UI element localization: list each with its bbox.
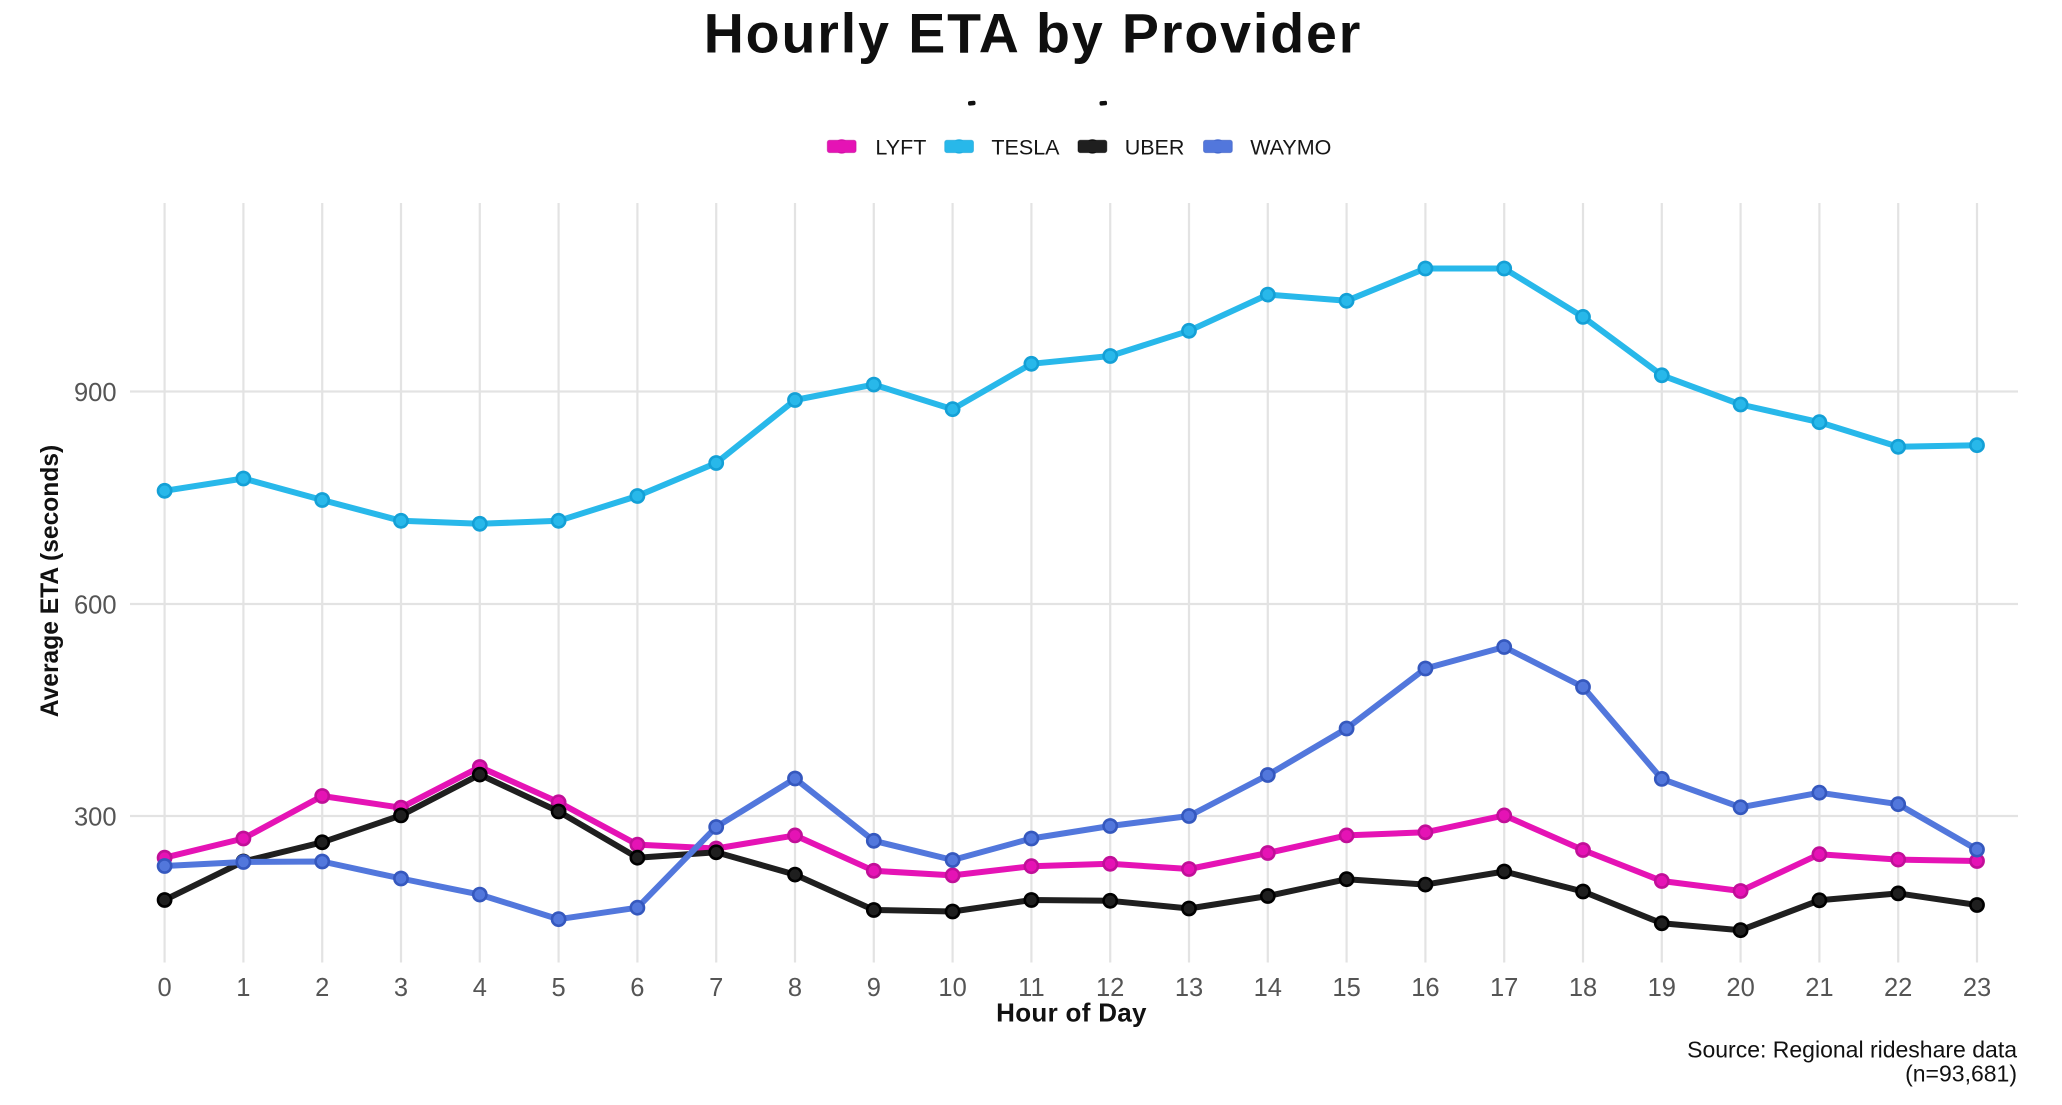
svg-text:6: 6 — [630, 974, 644, 1002]
svg-text:15: 15 — [1332, 974, 1360, 1002]
svg-text:TESLA: TESLA — [991, 135, 1060, 159]
svg-text:600: 600 — [74, 592, 117, 620]
svg-text:Hour of Day: Hour of Day — [996, 998, 1147, 1028]
svg-text:19: 19 — [1648, 974, 1676, 1002]
svg-text:5: 5 — [552, 974, 566, 1002]
svg-text:21: 21 — [1805, 974, 1833, 1002]
svg-text:14: 14 — [1254, 974, 1282, 1002]
svg-text:20: 20 — [1726, 974, 1754, 1002]
svg-text:2: 2 — [315, 974, 329, 1002]
svg-text:900: 900 — [74, 379, 117, 407]
svg-text:4: 4 — [473, 974, 487, 1002]
svg-text:UBER: UBER — [1125, 135, 1185, 159]
svg-text:17: 17 — [1490, 974, 1518, 1002]
svg-text:9: 9 — [867, 974, 881, 1002]
svg-text:300: 300 — [74, 804, 117, 832]
svg-text:Hourly ETA by Provider: Hourly ETA by Provider — [704, 3, 1363, 65]
svg-text:Average ETA (seconds): Average ETA (seconds) — [37, 445, 64, 717]
svg-text:18: 18 — [1569, 974, 1597, 1002]
svg-text:12: 12 — [1096, 974, 1124, 1002]
svg-text:Source: Regional rideshare dat: Source: Regional rideshare data — [1687, 1037, 2017, 1063]
svg-text:7: 7 — [709, 974, 723, 1002]
svg-text:10: 10 — [938, 974, 966, 1002]
svg-text:1: 1 — [236, 974, 250, 1002]
svg-text:16: 16 — [1411, 974, 1439, 1002]
svg-text:13: 13 — [1175, 974, 1203, 1002]
svg-text:3: 3 — [394, 974, 408, 1002]
svg-text:LYFT: LYFT — [875, 135, 926, 159]
svg-text:WAYMO: WAYMO — [1250, 135, 1331, 159]
svg-text:(n=93,681): (n=93,681) — [1905, 1061, 2017, 1087]
svg-text:0: 0 — [158, 974, 172, 1002]
svg-text:8: 8 — [788, 974, 802, 1002]
svg-text:22: 22 — [1884, 974, 1912, 1002]
svg-text:23: 23 — [1963, 974, 1991, 1002]
svg-text:11: 11 — [1018, 974, 1044, 1002]
